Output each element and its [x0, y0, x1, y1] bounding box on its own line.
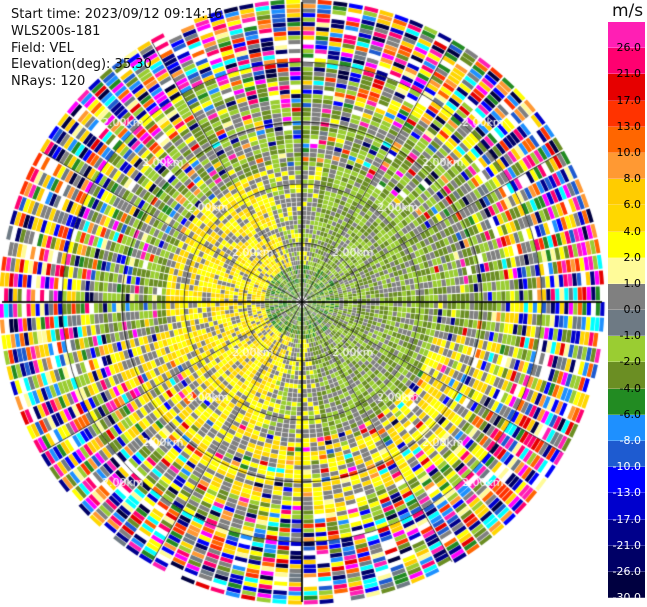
colorbar-tick-label: 10.0: [616, 145, 642, 159]
colorbar-segment: 21.0: [608, 48, 645, 80]
colorbar-tick-label: 2.0: [623, 250, 642, 264]
colorbar-segment: -13.0: [608, 467, 645, 499]
colorbar-tick-label: 6.0: [623, 198, 642, 212]
colorbar-tick-label: -2.0: [619, 355, 641, 369]
colorbar-tick-label: 26.0: [616, 41, 642, 55]
colorbar-tick-label: -26.0: [612, 564, 641, 578]
colorbar-segment: 2.0: [608, 231, 645, 264]
colorbar-tick-label: -10.0: [612, 460, 641, 474]
colorbar-segment: 0.0: [608, 283, 645, 316]
colorbar-tick-label: -6.0: [619, 407, 641, 421]
elevation-label: Elevation(deg): 35.30: [11, 57, 152, 72]
colorbar-segment: 13.0: [608, 100, 645, 133]
colorbar-tick-label: -17.0: [612, 512, 641, 526]
colorbar-segment: -6.0: [608, 388, 645, 421]
colorbar-segment: -17.0: [608, 493, 645, 526]
colorbar-segment: 4.0: [608, 205, 645, 238]
colorbar-tick-label: -13.0: [612, 486, 641, 500]
colorbar-segment: 26.0: [608, 22, 645, 54]
colorbar-segment: -8.0: [608, 414, 645, 447]
colorbar-tick-label: 4.0: [623, 224, 642, 238]
colorbar-tick-label: 0.0: [623, 303, 642, 317]
colorbar-segment: 8.0: [608, 152, 645, 185]
colorbar-tick-label: 13.0: [616, 119, 642, 133]
colorbar-tick-label: -8.0: [619, 434, 641, 447]
colorbar-unit: m/s: [612, 1, 644, 21]
colorbar-tick-label: -21.0: [612, 538, 641, 552]
start-time-label: Start time: 2023/09/12 09:14:16: [11, 7, 223, 22]
colorbar-segment: -21.0: [608, 519, 645, 552]
colorbar-tick-label: -1.0: [619, 329, 641, 343]
colorbar-tick-label: 17.0: [616, 93, 642, 107]
colorbar-segment: -2.0: [608, 336, 645, 368]
colorbar-segment: -1.0: [608, 310, 645, 342]
instrument-label: WLS200s-181: [11, 24, 101, 39]
colorbar-segment: -30.0: [608, 571, 645, 604]
colorbar: 26.0 21.0 17.0 13.0 10.0 8.0 6.0 4.0 2.0 1.0 0.0 -1…: [608, 22, 645, 604]
colorbar-segment: 10.0: [608, 126, 645, 159]
colorbar-tick-label: 21.0: [616, 67, 642, 81]
field-label: Field: VEL: [11, 41, 74, 56]
colorbar-tick-label: 8.0: [623, 172, 642, 186]
nrays-label: NRays: 120: [11, 74, 86, 89]
colorbar-segment: -26.0: [608, 545, 645, 578]
colorbar-segment: 6.0: [608, 179, 645, 211]
colorbar-segment: 17.0: [608, 74, 645, 107]
colorbar-tick-label: -4.0: [619, 381, 641, 395]
colorbar-tick-label: -30.0: [612, 591, 641, 605]
colorbar-tick-label: 1.0: [623, 276, 642, 290]
colorbar-segment: 1.0: [608, 257, 645, 290]
colorbar-segment: -10.0: [608, 441, 645, 473]
colorbar-segment: -4.0: [608, 362, 645, 395]
